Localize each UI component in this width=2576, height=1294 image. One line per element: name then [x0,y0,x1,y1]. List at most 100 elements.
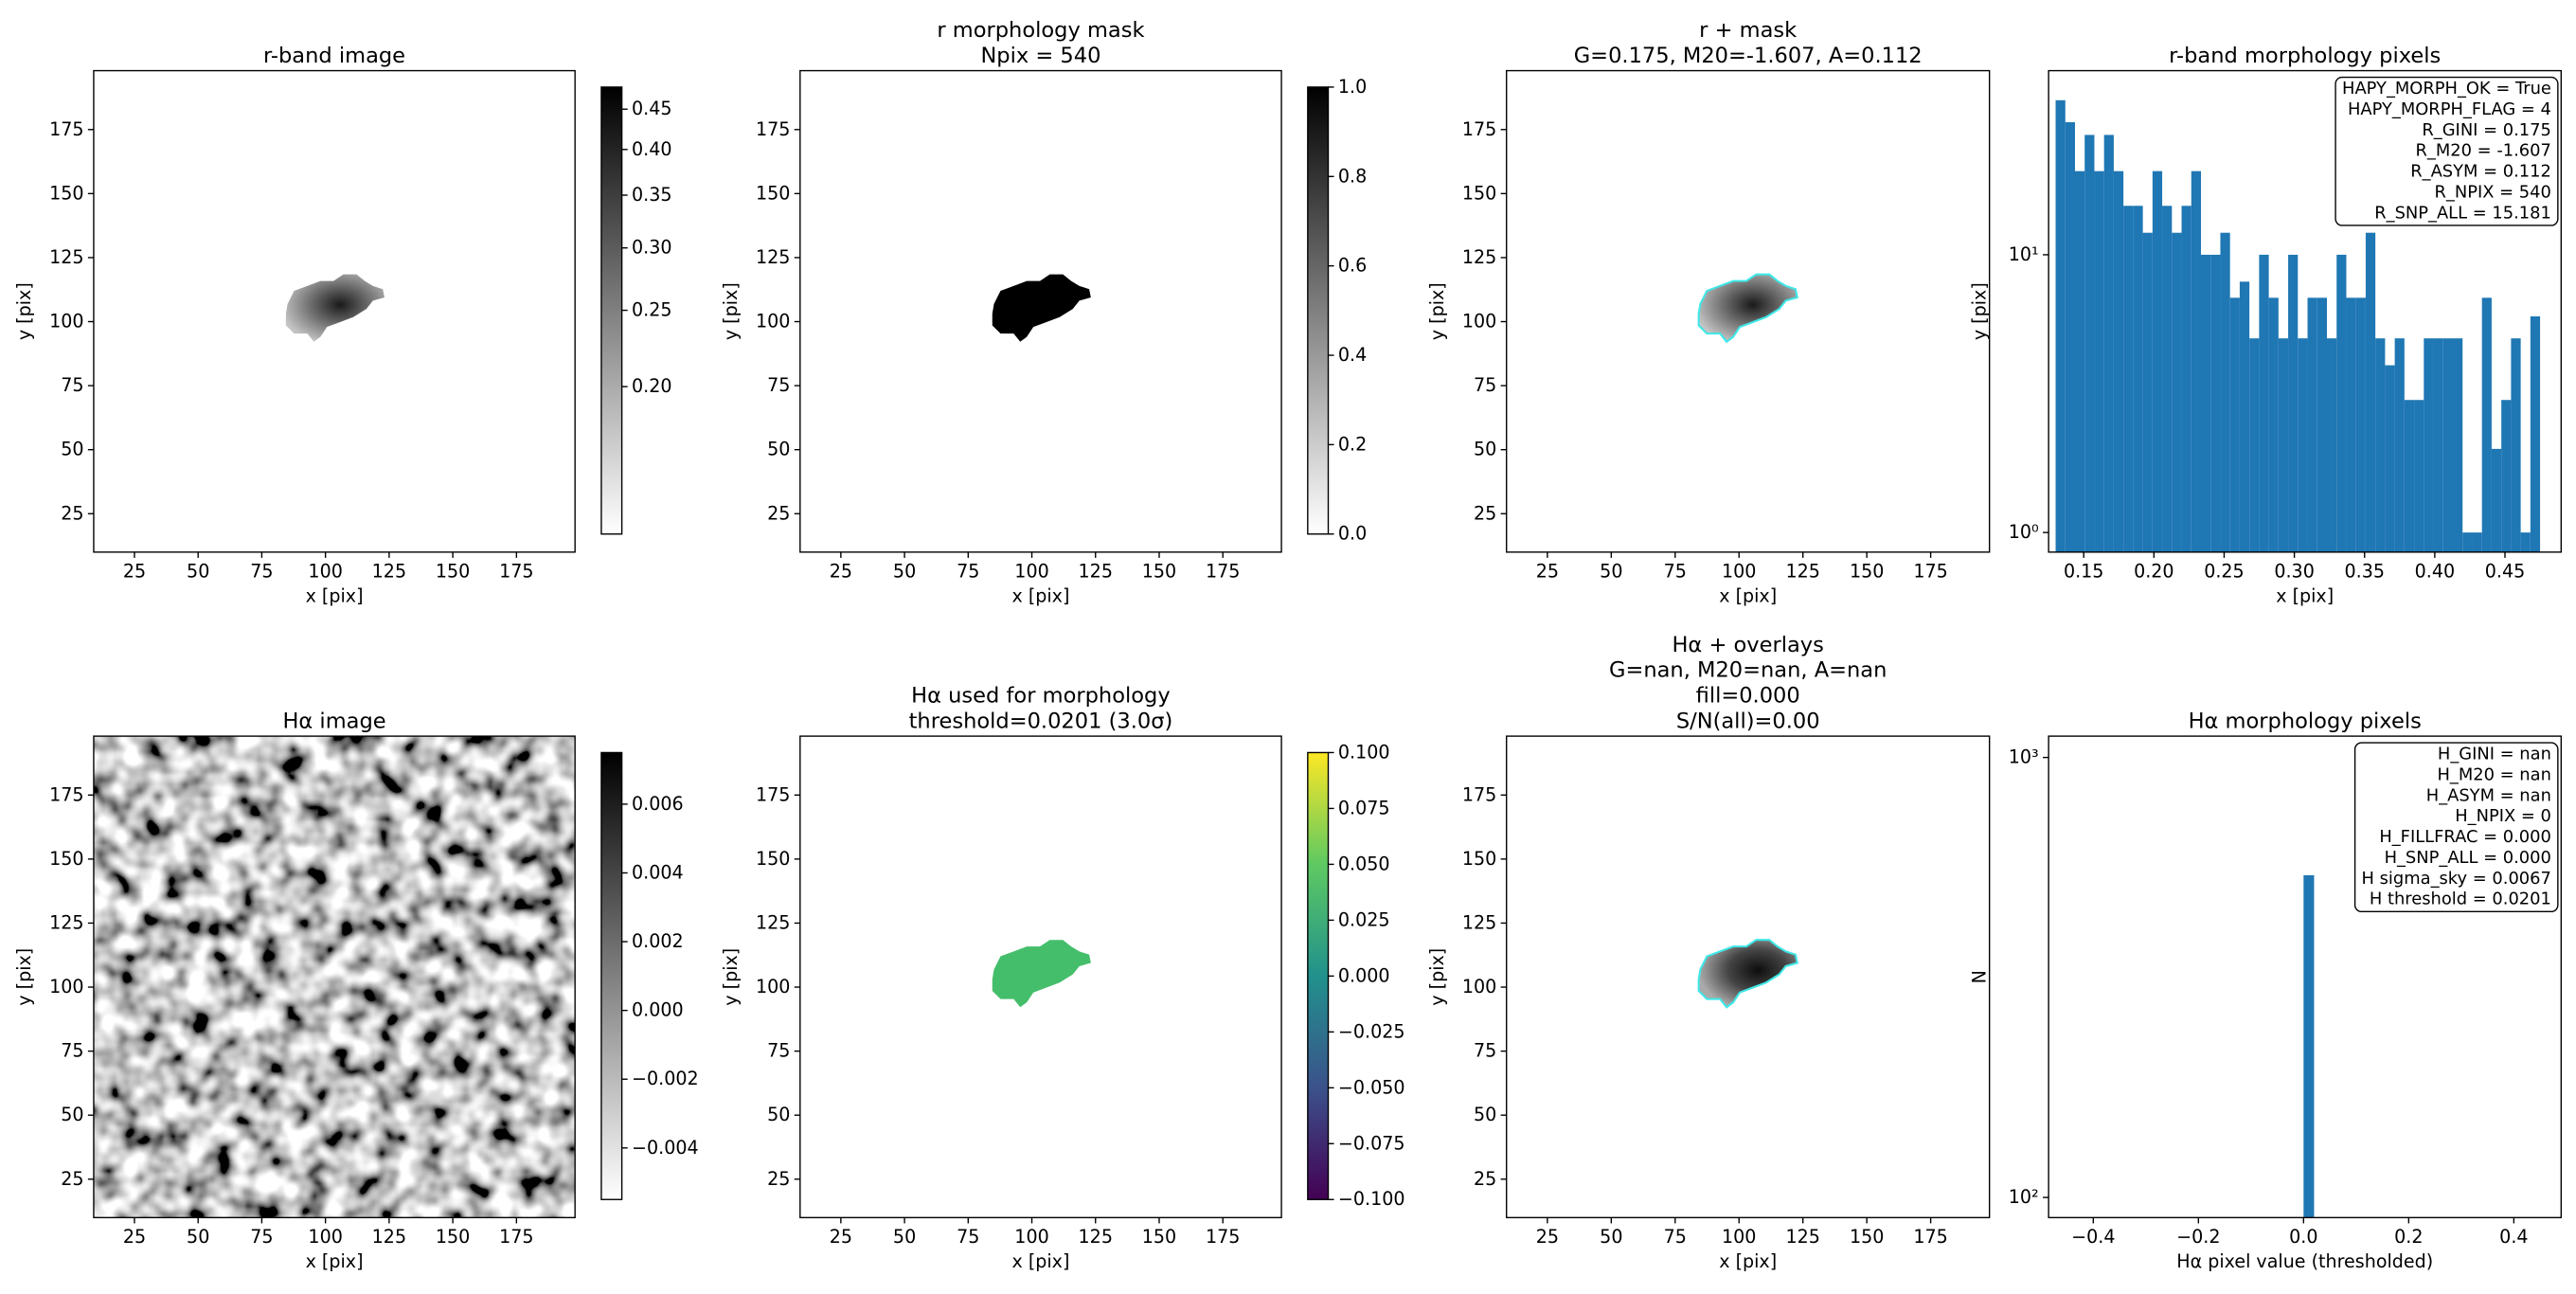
x-tick-label: 150 [436,1227,470,1248]
x-tick-label: 25 [123,1227,146,1248]
annotation-line: H_M20 = nan [2438,765,2551,785]
annotation-line: R_M20 = -1.607 [2416,141,2551,161]
x-tick-label: 25 [123,562,146,583]
y-axis-label: y [pix] [14,282,35,340]
panel-title: Hα image [282,709,385,733]
x-tick-label: 0.30 [2274,562,2314,583]
bar [2239,281,2250,552]
y-tick-label: 25 [61,503,83,524]
y-tick-label: 125 [756,247,790,268]
panel-title: Hα used for morphology [911,684,1170,709]
bar [2191,171,2201,552]
y-tick-label: 100 [1462,977,1496,997]
x-tick-label: 100 [308,1227,342,1248]
axes-frame [799,69,1282,553]
colorbar-tick-label: 0.000 [632,1000,684,1021]
bar [2472,532,2482,552]
colorbar-tick-label: −0.025 [1338,1021,1405,1042]
y-tick-label: 10³ [2009,747,2039,768]
bar [2491,448,2502,552]
annotation-line: H threshold = 0.0201 [2370,890,2551,909]
x-tick-label: 100 [1722,1227,1756,1248]
bar [2133,206,2143,552]
panel-title: r-band morphology pixels [2169,44,2441,68]
x-axis-label: Hα pixel value (thresholded) [2176,1251,2433,1272]
axes-frame [799,735,1282,1219]
bar [2123,206,2134,552]
y-tick-label: 100 [1462,312,1496,332]
image-layer [93,273,1798,1218]
y-tick-label: 10¹ [2009,244,2039,265]
x-tick-label: 50 [187,562,209,583]
axes-frame [1506,735,1991,1219]
bar [2442,338,2453,552]
bar [2210,254,2221,552]
y-tick-label: 75 [1474,375,1496,396]
panel-title: Npix = 540 [980,44,1100,68]
x-tick-label: 125 [372,562,406,583]
y-tick-label: 75 [1474,1041,1496,1062]
x-tick-label: 50 [187,1227,209,1248]
colorbar-tick-label: 0.45 [632,99,671,119]
x-tick-label: 75 [1664,562,1687,583]
x-tick-label: 75 [250,562,273,583]
bar [2288,254,2299,552]
bar [2501,400,2512,552]
x-tick-label: −0.4 [2071,1227,2115,1248]
bar [2511,338,2521,552]
y-tick-label: 125 [756,912,790,933]
axes-frame [2048,735,2563,1219]
x-tick-label: 125 [1785,562,1819,583]
panel-title: G=nan, M20=nan, A=nan [1609,658,1887,683]
halpha-noise [93,736,576,1218]
bar [2520,532,2531,552]
colorbar-tick-label: 0.30 [632,238,671,259]
y-axis-label: y [pix] [14,948,35,1006]
panel-title: S/N(all)=0.00 [1676,709,1820,733]
bar [2365,232,2376,552]
y-tick-label: 150 [1462,849,1496,870]
bar [2303,874,2315,1218]
x-tick-label: 125 [1079,562,1113,583]
colorbar-tick-label: 0.4 [1338,345,1367,366]
x-tick-label: 50 [893,1227,916,1248]
y-tick-label: 150 [756,849,790,870]
x-tick-label: 100 [1014,562,1048,583]
y-tick-label: 50 [767,1105,790,1125]
y-tick-label: 10² [2009,1187,2039,1208]
masked-source [1697,273,1798,343]
x-tick-label: 25 [830,1227,852,1248]
y-axis-label: y [pix] [721,948,742,1006]
y-axis-label: y [pix] [721,282,742,340]
bar [2065,122,2075,552]
y-tick-label: 125 [1462,247,1496,268]
y-tick-label: 50 [61,440,83,460]
bar [2481,297,2492,552]
x-tick-label: 150 [1850,562,1884,583]
x-tick-label: 0.20 [2134,562,2174,583]
y-tick-label: 100 [756,312,790,332]
annotation-line: HAPY_MORPH_FLAG = 4 [2348,99,2551,119]
colorbar-tick-label: 0.075 [1338,798,1390,818]
y-tick-label: 100 [49,977,83,997]
annotation-line: H_SNP_ALL = 0.000 [2385,848,2551,868]
y-tick-label: 75 [767,1041,790,1062]
axes-frame [2048,69,2563,553]
bar [2249,338,2260,552]
x-tick-label: 100 [1014,1227,1048,1248]
colorbar-tick-label: 0.35 [632,185,671,206]
bar [2317,297,2327,552]
annotation-line: R_NPIX = 540 [2435,182,2551,202]
bar [2113,171,2124,552]
x-tick-label: 75 [250,1227,273,1248]
halpha-overlay-source [1697,939,1798,1009]
y-tick-label: 50 [1474,440,1496,460]
y-tick-label: 100 [49,312,83,332]
colorbar-tick-label: 0.100 [1338,742,1390,763]
colorbar-tick-label: 0.002 [632,931,684,952]
x-tick-label: 0.45 [2485,562,2525,583]
annotation-line: H_GINI = nan [2438,745,2551,764]
y-tick-label: 75 [767,375,790,396]
x-tick-label: 50 [1600,1227,1622,1248]
